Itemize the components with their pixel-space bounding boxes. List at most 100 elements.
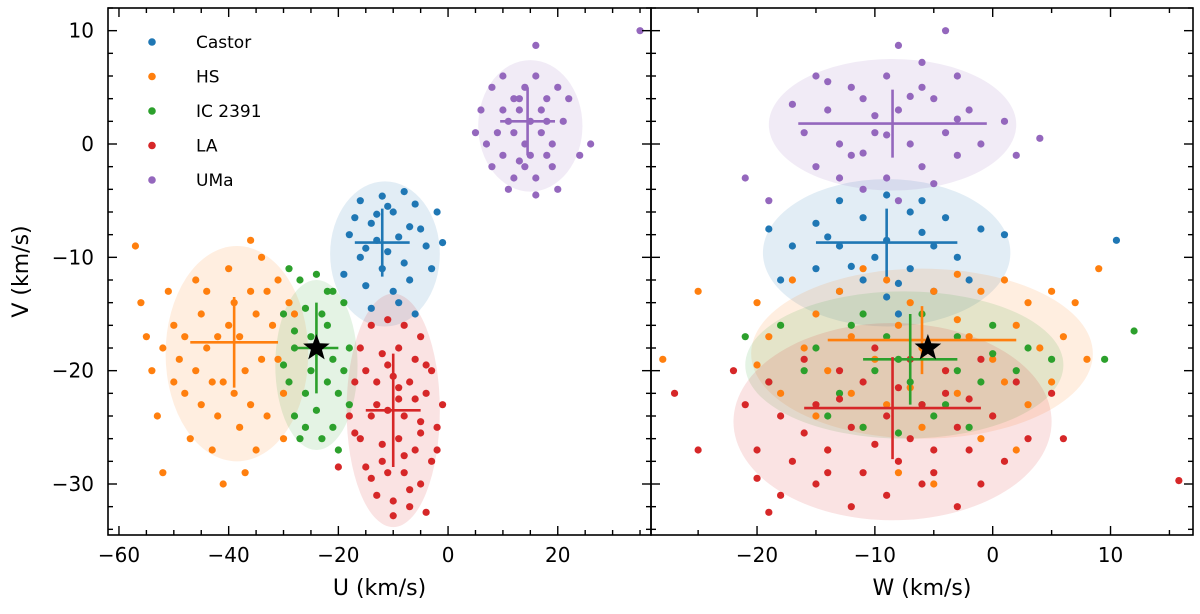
point-ic-2391 bbox=[777, 321, 785, 329]
legend-marker-castor bbox=[148, 38, 156, 46]
point-uma bbox=[965, 106, 973, 114]
point-hs bbox=[274, 355, 282, 363]
point-uma bbox=[824, 78, 832, 86]
point-hs bbox=[203, 344, 211, 352]
point-uma bbox=[847, 151, 855, 159]
point-la bbox=[670, 389, 679, 397]
point-castor bbox=[918, 197, 926, 205]
point-la bbox=[871, 344, 879, 352]
point-ic-2391 bbox=[989, 350, 997, 358]
point-uma bbox=[515, 106, 523, 114]
point-la bbox=[345, 412, 353, 420]
point-la bbox=[356, 344, 364, 352]
point-la bbox=[918, 480, 926, 488]
point-ic-2391 bbox=[301, 389, 310, 397]
point-ic-2391 bbox=[1130, 327, 1138, 335]
point-ic-2391 bbox=[953, 367, 961, 375]
point-ic-2391 bbox=[977, 378, 985, 386]
point-castor bbox=[894, 279, 903, 287]
point-uma bbox=[537, 129, 545, 137]
point-la bbox=[824, 446, 832, 454]
point-la bbox=[411, 446, 419, 454]
point-castor bbox=[389, 287, 397, 295]
point-uma bbox=[554, 83, 562, 91]
point-uma bbox=[894, 106, 903, 114]
x-tick-label: 0 bbox=[986, 543, 999, 567]
point-la bbox=[694, 446, 702, 454]
point-ic-2391 bbox=[859, 310, 867, 318]
point-la bbox=[753, 474, 761, 482]
point-uma bbox=[871, 129, 879, 137]
point-la bbox=[417, 333, 425, 341]
point-hs bbox=[192, 276, 200, 284]
point-uma bbox=[532, 72, 540, 80]
point-ic-2391 bbox=[941, 401, 950, 409]
point-la bbox=[1012, 378, 1020, 386]
point-hs bbox=[225, 265, 233, 273]
point-ic-2391 bbox=[318, 310, 326, 318]
point-la bbox=[977, 480, 985, 488]
sun-star-marker bbox=[914, 334, 942, 360]
point-la bbox=[351, 378, 359, 386]
point-castor bbox=[428, 265, 436, 273]
point-hs bbox=[835, 287, 844, 295]
panel-right-wv: −20 −10 0 10 W (km/s) bbox=[650, 7, 1194, 601]
point-castor bbox=[389, 208, 397, 216]
point-la bbox=[883, 491, 891, 499]
point-hs bbox=[1012, 321, 1020, 329]
point-uma bbox=[576, 151, 584, 159]
point-la bbox=[918, 401, 926, 409]
point-la bbox=[1024, 435, 1032, 443]
point-ic-2391 bbox=[894, 429, 903, 437]
point-uma bbox=[953, 151, 961, 159]
point-hs bbox=[906, 299, 914, 307]
point-la bbox=[422, 508, 430, 516]
point-hs bbox=[208, 446, 216, 454]
point-hs bbox=[953, 270, 961, 278]
point-hs bbox=[977, 435, 985, 443]
point-hs bbox=[263, 287, 271, 295]
point-hs bbox=[285, 299, 293, 307]
point-castor bbox=[362, 282, 370, 290]
legend-marker-hs bbox=[148, 72, 156, 81]
point-hs bbox=[694, 287, 702, 295]
legend-label-castor: Castor bbox=[196, 33, 251, 53]
point-la bbox=[417, 480, 425, 488]
point-la bbox=[1059, 435, 1067, 443]
point-castor bbox=[953, 253, 961, 261]
point-hs bbox=[197, 401, 205, 409]
point-uma bbox=[587, 140, 595, 148]
point-la bbox=[378, 457, 386, 465]
point-la bbox=[400, 321, 408, 329]
point-hs bbox=[137, 299, 145, 307]
point-uma bbox=[835, 140, 844, 148]
point-hs bbox=[753, 299, 761, 307]
point-hs bbox=[847, 389, 855, 397]
point-uma bbox=[636, 27, 644, 35]
point-castor bbox=[351, 214, 359, 222]
point-ic-2391 bbox=[1101, 355, 1109, 363]
point-uma bbox=[847, 83, 855, 91]
point-la bbox=[859, 378, 867, 386]
point-la bbox=[765, 508, 773, 516]
legend-marker-la bbox=[148, 141, 156, 150]
point-hs bbox=[274, 276, 282, 284]
point-uma bbox=[548, 140, 556, 148]
point-hs bbox=[965, 333, 973, 341]
point-ic-2391 bbox=[329, 355, 337, 363]
point-ic-2391 bbox=[323, 321, 331, 329]
point-hs bbox=[1095, 265, 1103, 273]
point-la bbox=[989, 412, 997, 420]
point-la bbox=[395, 435, 403, 443]
point-hs bbox=[219, 480, 227, 488]
point-la bbox=[1048, 389, 1056, 397]
point-hs bbox=[257, 253, 266, 261]
point-uma bbox=[532, 191, 540, 199]
point-la bbox=[847, 423, 855, 431]
point-uma bbox=[906, 140, 914, 148]
point-castor bbox=[812, 219, 820, 227]
point-hs bbox=[279, 435, 288, 443]
y-tick-label: −20 bbox=[52, 359, 94, 383]
point-ic-2391 bbox=[883, 333, 891, 341]
